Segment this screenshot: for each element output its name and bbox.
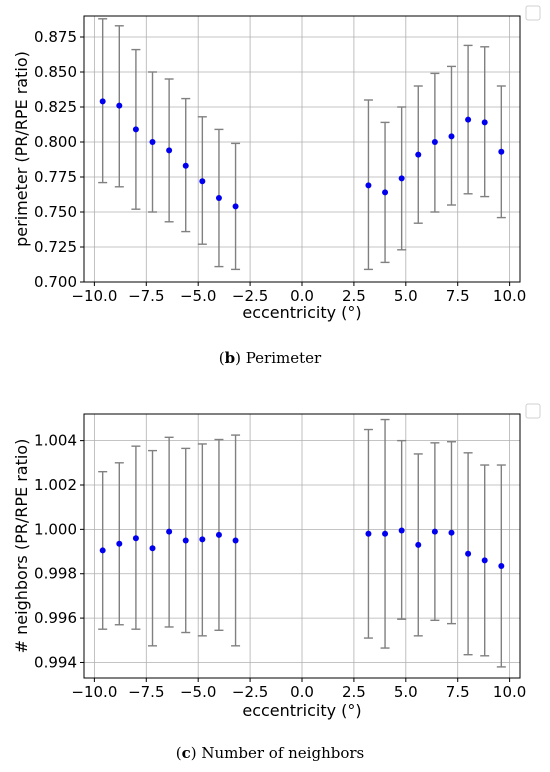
data-point — [365, 530, 372, 537]
y-tick-label: 0.800 — [34, 133, 77, 151]
panel-caption-text: Perimeter — [246, 349, 322, 367]
data-point — [99, 547, 106, 554]
y-tick-label: 0.998 — [34, 565, 77, 583]
panel-caption: (c) Number of neighbors — [176, 744, 365, 762]
data-point — [481, 119, 488, 126]
data-markers — [99, 98, 505, 210]
data-point — [448, 529, 455, 536]
data-point — [232, 537, 239, 544]
x-tick-label: −10.0 — [71, 683, 117, 701]
data-point — [365, 182, 372, 189]
data-point — [166, 528, 173, 535]
neighbors-chart: −10.0 −7.5 −5.0 −2.5 0.0 2.5 5.0 7.5 10.0 0.9940… — [12, 403, 541, 762]
data-point — [149, 139, 156, 145]
panel-letter: c — [182, 744, 191, 762]
y-axis-label: # neighbors (PR/RPE ratio) — [12, 439, 31, 654]
x-tick-label: −5.0 — [180, 287, 216, 305]
data-point — [182, 162, 189, 169]
x-axis-ticks: −10.0 −7.5 −5.0 −2.5 0.0 2.5 5.0 7.5 10.0 — [71, 282, 526, 305]
data-point — [116, 540, 123, 547]
y-tick-label: 0.875 — [34, 28, 77, 46]
panel-letter: b — [225, 349, 236, 367]
x-tick-label: −10.0 — [71, 287, 117, 305]
y-axis-ticks: 0.700 0.725 0.750 0.775 0.800 0.825 0.850 0.875 — [34, 28, 84, 291]
x-tick-label: 10.0 — [493, 287, 526, 305]
data-point — [398, 527, 405, 534]
x-tick-label: 0.0 — [290, 683, 314, 701]
legend-box — [525, 5, 541, 21]
data-point — [498, 148, 505, 155]
y-tick-label: 1.000 — [34, 520, 77, 538]
x-tick-label: 2.5 — [342, 287, 366, 305]
panel-caption: (b) Perimeter — [219, 349, 322, 367]
y-tick-label: 1.004 — [34, 432, 77, 450]
x-axis-label: eccentricity (°) — [242, 303, 361, 322]
x-tick-label: 7.5 — [446, 683, 470, 701]
data-point — [431, 139, 438, 145]
data-point — [431, 528, 438, 535]
y-axis-ticks: 0.994 0.996 0.998 1.000 1.002 1.004 — [34, 432, 84, 671]
grid — [84, 16, 520, 283]
x-tick-label: 5.0 — [394, 683, 418, 701]
x-tick-label: −2.5 — [232, 287, 268, 305]
x-tick-label: 0.0 — [290, 287, 314, 305]
data-point — [465, 116, 472, 123]
data-point — [132, 535, 139, 542]
y-tick-label: 0.750 — [34, 203, 77, 221]
data-point — [382, 189, 389, 196]
y-tick-label: 0.996 — [34, 609, 77, 627]
y-tick-label: 1.002 — [34, 476, 77, 494]
data-point — [448, 133, 455, 140]
data-point — [398, 175, 405, 182]
y-tick-label: 0.725 — [34, 238, 77, 256]
x-tick-label: 7.5 — [446, 287, 470, 305]
y-tick-label: 0.700 — [34, 273, 77, 291]
data-point — [132, 126, 139, 133]
data-point — [465, 550, 472, 557]
x-tick-label: −7.5 — [128, 683, 164, 701]
data-point — [232, 203, 239, 210]
data-point — [199, 178, 206, 185]
x-tick-label: −2.5 — [232, 683, 268, 701]
perimeter-chart: −10.0 −7.5 −5.0 −2.5 0.0 2.5 5.0 7.5 10.0 0.7000… — [12, 5, 541, 367]
data-point — [415, 151, 422, 158]
data-markers — [99, 527, 505, 569]
y-tick-label: 0.994 — [34, 653, 77, 671]
x-tick-label: 2.5 — [342, 683, 366, 701]
x-tick-label: −7.5 — [128, 287, 164, 305]
x-tick-label: 5.0 — [394, 287, 418, 305]
data-point — [481, 557, 488, 564]
y-tick-label: 0.775 — [34, 168, 77, 186]
legend-box — [525, 403, 541, 419]
y-axis-label: perimeter (PR/RPE ratio) — [12, 51, 31, 247]
grid — [84, 414, 520, 678]
x-axis-ticks: −10.0 −7.5 −5.0 −2.5 0.0 2.5 5.0 7.5 10.0 — [71, 678, 526, 701]
y-tick-label: 0.825 — [34, 98, 77, 116]
data-point — [166, 147, 173, 154]
x-tick-label: −5.0 — [180, 683, 216, 701]
data-point — [215, 531, 222, 538]
data-point — [182, 537, 189, 544]
data-point — [99, 98, 106, 105]
x-tick-label: 10.0 — [493, 683, 526, 701]
data-point — [149, 545, 156, 552]
x-axis-label: eccentricity (°) — [242, 701, 361, 720]
data-point — [116, 102, 123, 109]
panel-caption-text: Number of neighbors — [201, 744, 364, 762]
y-tick-label: 0.850 — [34, 63, 77, 81]
data-point — [215, 195, 222, 201]
data-point — [498, 562, 505, 569]
data-point — [382, 530, 389, 537]
data-point — [199, 536, 206, 543]
data-point — [415, 541, 422, 548]
